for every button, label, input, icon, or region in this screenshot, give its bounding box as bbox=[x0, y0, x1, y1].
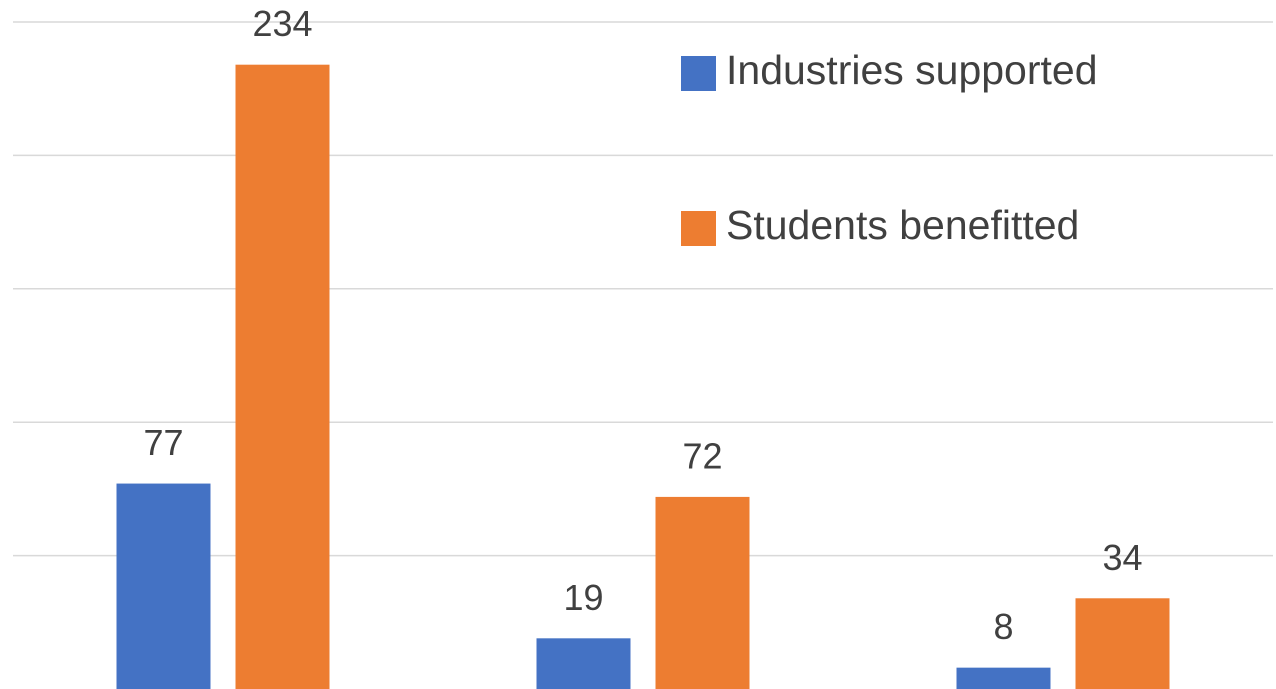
legend-swatch bbox=[681, 56, 716, 91]
data-label: 19 bbox=[563, 577, 603, 618]
bar bbox=[655, 496, 750, 689]
legend-label: Students benefitted bbox=[726, 202, 1079, 248]
legend-label: Industries supported bbox=[726, 47, 1098, 93]
bar bbox=[536, 638, 631, 689]
data-label: 77 bbox=[143, 422, 183, 463]
bar bbox=[116, 483, 211, 689]
bar bbox=[235, 64, 330, 689]
data-label: 8 bbox=[993, 606, 1013, 647]
data-label: 234 bbox=[252, 3, 312, 44]
data-label: 72 bbox=[682, 435, 722, 476]
legend-swatch bbox=[681, 211, 716, 246]
bar bbox=[956, 667, 1051, 689]
data-label: 34 bbox=[1102, 537, 1142, 578]
bar bbox=[1075, 598, 1170, 689]
